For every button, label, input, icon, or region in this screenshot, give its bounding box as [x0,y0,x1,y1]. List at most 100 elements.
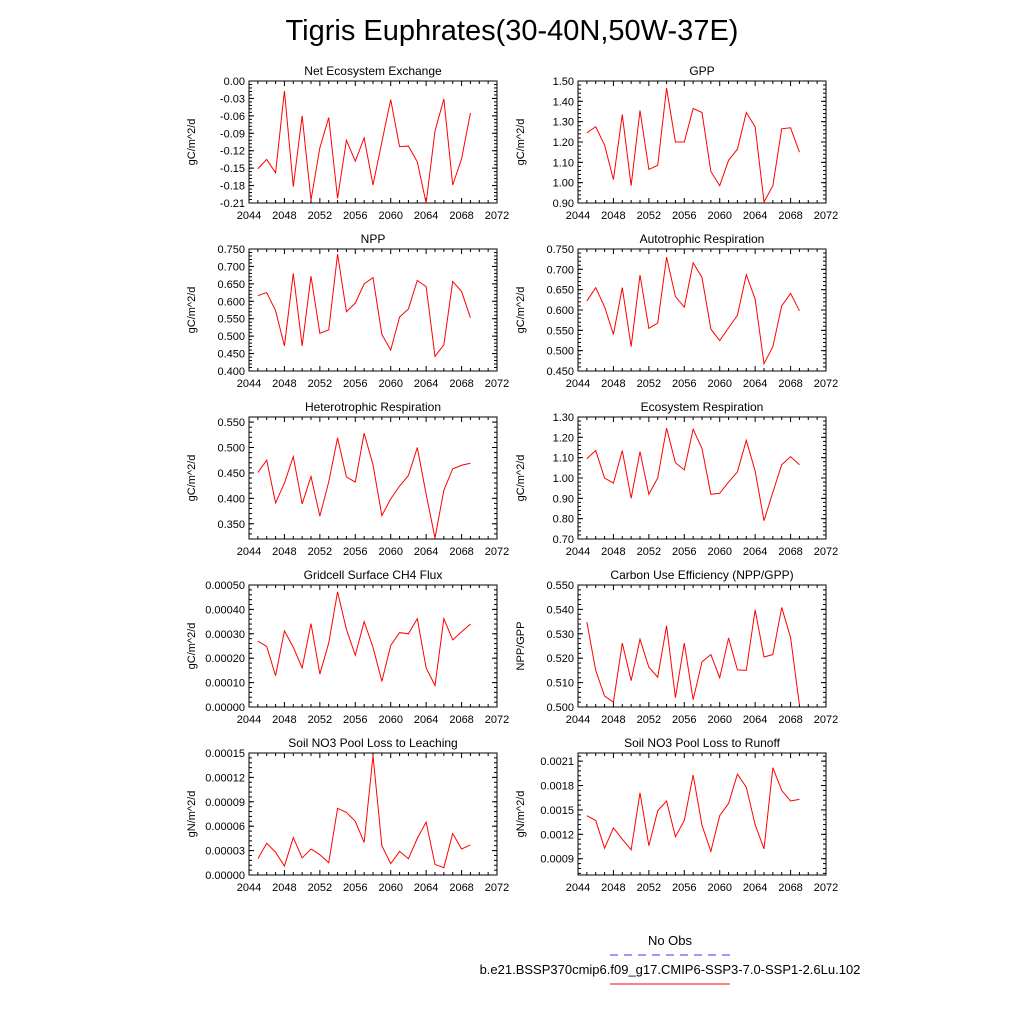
y-tick-label: 1.20 [553,137,574,149]
y-axis-label: gC/m^2/d [186,287,198,334]
x-tick-label: 2052 [308,882,332,894]
x-tick-label: 2068 [778,378,802,390]
y-tick-label: 0.00003 [205,846,245,858]
x-tick-label: 2048 [601,882,625,894]
x-tick-label: 2044 [566,714,590,726]
x-tick-label: 2056 [343,546,367,558]
y-tick-label: 0.0021 [540,756,574,768]
x-tick-label: 2064 [414,714,438,726]
x-tick-label: 2064 [743,210,767,222]
x-tick-label: 2064 [414,882,438,894]
x-tick-label: 2052 [637,882,661,894]
y-tick-label: 0.00010 [205,678,245,690]
x-tick-label: 2052 [637,378,661,390]
x-tick-label: 2052 [308,714,332,726]
y-tick-label: 0.00015 [205,748,245,760]
y-tick-label: 0.90 [553,493,574,505]
x-tick-label: 2064 [743,714,767,726]
y-tick-label: 0.500 [546,702,574,714]
x-tick-label: 2064 [414,210,438,222]
legend-label-no-obs: No Obs [648,933,693,948]
series-line [586,767,800,854]
x-tick-label: 2048 [272,882,296,894]
x-tick-label: 2068 [449,210,473,222]
panel-title: Ecosystem Respiration [641,400,764,414]
y-axis-label: gC/m^2/d [515,287,527,334]
y-tick-label: 0.500 [217,331,245,343]
x-tick-label: 2048 [272,546,296,558]
y-tick-label: 0.750 [217,244,245,256]
y-tick-label: -0.18 [220,181,245,193]
x-tick-label: 2068 [449,882,473,894]
y-tick-label: 1.10 [553,453,574,465]
x-tick-label: 2072 [814,546,838,558]
x-tick-label: 2048 [601,378,625,390]
x-tick-label: 2044 [237,714,261,726]
panel-title: Heterotrophic Respiration [305,400,441,414]
x-tick-label: 2048 [272,210,296,222]
x-tick-label: 2056 [672,546,696,558]
x-tick-label: 2044 [237,882,261,894]
x-tick-label: 2060 [707,378,731,390]
x-tick-label: 2072 [814,210,838,222]
y-tick-label: 0.550 [546,580,574,592]
series-line [586,427,800,521]
x-tick-label: 2060 [378,210,402,222]
y-tick-label: 0.600 [546,305,574,317]
y-axis-label: gC/m^2/d [515,119,527,166]
x-tick-label: 2052 [637,714,661,726]
y-tick-label: 0.750 [546,244,574,256]
x-tick-label: 2068 [778,714,802,726]
panel-title: GPP [689,64,714,78]
plot-frame [577,752,827,876]
y-tick-label: 0.00020 [205,653,245,665]
y-tick-label: 1.20 [553,432,574,444]
panel-title: Soil NO3 Pool Loss to Leaching [288,736,457,750]
panel-title: NPP [361,232,386,246]
y-tick-label: 0.00040 [205,604,245,616]
y-tick-label: 0.90 [553,198,574,210]
panel-net-ecosystem-exchange: Net Ecosystem Exchange 2044 2048 2052 2056 20… [186,64,509,222]
x-tick-label: 2052 [308,546,332,558]
y-tick-label: 0.450 [546,366,574,378]
x-tick-label: 2060 [707,546,731,558]
x-tick-label: 2072 [814,714,838,726]
y-tick-label: 0.450 [217,349,245,361]
panel-gpp: GPP 2044 2048 2052 2056 2060 2064 2068 2072 1.50 1… [515,64,838,222]
x-tick-label: 2068 [778,210,802,222]
y-tick-label: 0.00000 [205,870,245,882]
y-tick-label: 0.550 [217,314,245,326]
series-line [257,254,471,358]
y-tick-label: 0.00000 [205,702,245,714]
plot-frame [577,80,827,204]
y-tick-label: 0.70 [553,534,574,546]
y-tick-label: 0.0009 [540,854,574,866]
x-tick-label: 2048 [272,378,296,390]
x-tick-label: 2052 [308,210,332,222]
y-tick-label: 0.0015 [540,805,574,817]
x-tick-label: 2064 [743,882,767,894]
x-tick-label: 2072 [485,546,509,558]
y-tick-label: 1.40 [553,96,574,108]
x-tick-label: 2064 [743,546,767,558]
x-tick-label: 2056 [672,210,696,222]
y-tick-label: 1.30 [553,412,574,424]
x-tick-label: 2072 [485,210,509,222]
x-tick-label: 2056 [343,882,367,894]
panel-title: Soil NO3 Pool Loss to Runoff [624,736,781,750]
panel-carbon-use-efficiency-npp-gpp: Carbon Use Efficiency (NPP/GPP) 2044 2048 2… [515,568,838,726]
y-tick-label: 0.500 [217,443,245,455]
y-tick-label: 1.50 [553,76,574,88]
plot-frame [248,752,498,876]
y-tick-label: 0.600 [217,296,245,308]
series-line [257,755,471,869]
panel-title: Carbon Use Efficiency (NPP/GPP) [610,568,793,582]
y-tick-label: 0.0012 [540,829,574,841]
panel-heterotrophic-respiration: Heterotrophic Respiration 2044 2048 2052 205… [186,400,509,558]
y-tick-label: 0.00 [224,76,245,88]
y-tick-label: 0.650 [546,285,574,297]
x-tick-label: 2064 [414,546,438,558]
x-tick-label: 2072 [485,714,509,726]
y-axis-label: gC/m^2/d [186,119,198,166]
panel-soil-no3-pool-loss-to-runoff: Soil NO3 Pool Loss to Runoff 2044 2048 2052… [515,736,838,894]
